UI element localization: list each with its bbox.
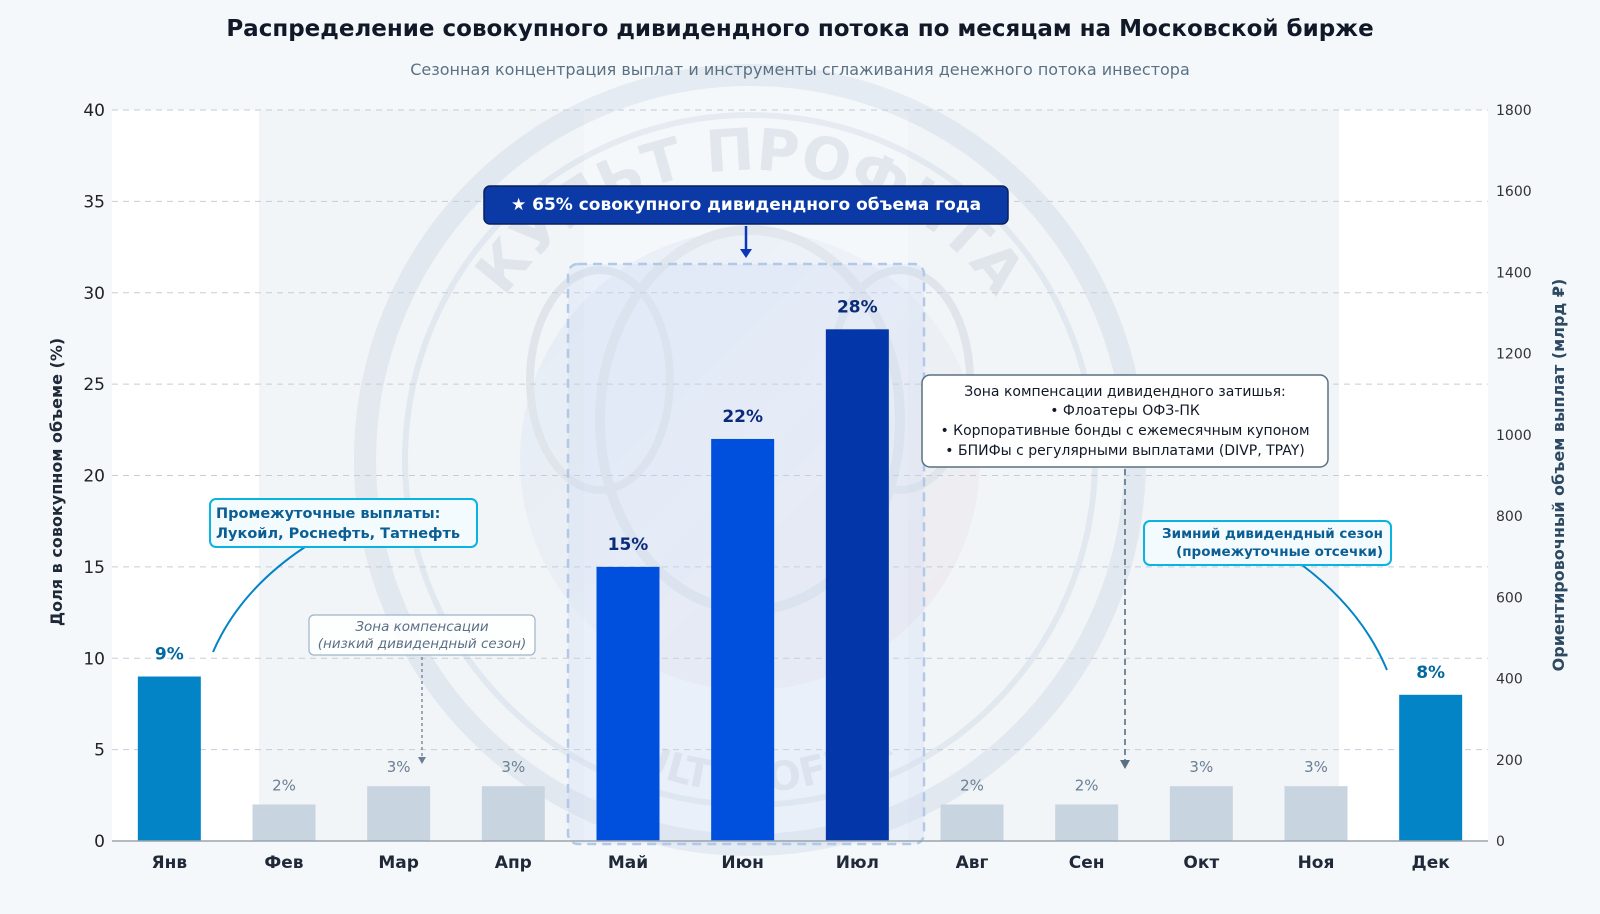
y-tick-label: 30 bbox=[83, 284, 105, 304]
lull-annotation: Зона компенсации дивидендного затишья: •… bbox=[921, 374, 1329, 769]
bar-Сен bbox=[1055, 804, 1119, 841]
chart-subtitle: Сезонная концентрация выплат и инструмен… bbox=[410, 60, 1190, 79]
bar-Июл bbox=[825, 329, 889, 841]
peak-annotation: ★ 65% совокупного дивидендного объема го… bbox=[483, 185, 1009, 258]
y2-tick-label: 1600 bbox=[1496, 184, 1532, 200]
bar-Июн bbox=[711, 438, 775, 841]
x-tick-label: Окт bbox=[1183, 853, 1219, 873]
x-tick-label: Янв bbox=[152, 853, 188, 873]
bar-Апр bbox=[481, 786, 545, 841]
compensation-line1: Зона компенсации bbox=[355, 619, 489, 635]
data-label: 15% bbox=[608, 535, 649, 555]
lull-line1: Зона компенсации дивидендного затишья: bbox=[964, 384, 1286, 400]
bar-Май bbox=[596, 566, 660, 841]
data-label: 2% bbox=[272, 776, 296, 794]
lull-line4: • БПИФы с регулярными выплатами (DIVP, T… bbox=[945, 443, 1304, 459]
bars bbox=[137, 329, 1463, 841]
y-axis-title: Доля в совокупном объеме (%) bbox=[47, 338, 66, 626]
bar-Фев bbox=[252, 804, 316, 841]
data-labels: 9% 2% 3% 3% 15% 22% 28% 2% 2% 3% 3% 8% bbox=[155, 297, 1445, 794]
data-label: 9% bbox=[155, 645, 184, 665]
compensation-line2: (низкий дивидендный сезон) bbox=[318, 636, 527, 652]
chart-title: Распределение совокупного дивидендного п… bbox=[226, 16, 1373, 42]
y2-tick-label: 400 bbox=[1496, 672, 1523, 688]
y-tick-label: 10 bbox=[83, 649, 105, 669]
winter-line1: Зимний дивидендный сезон bbox=[1162, 526, 1383, 542]
data-label: 3% bbox=[501, 758, 525, 776]
x-tick-label: Авг bbox=[956, 853, 989, 873]
data-label: 28% bbox=[837, 297, 878, 317]
y-tick-label: 15 bbox=[83, 558, 105, 578]
winter-annotation: Зимний дивидендный сезон (промежуточные … bbox=[1143, 520, 1392, 671]
y2-tick-label: 800 bbox=[1496, 509, 1523, 525]
arrow-down-icon bbox=[740, 249, 752, 258]
data-label: 3% bbox=[1304, 758, 1328, 776]
x-tick-label: Май bbox=[608, 853, 648, 873]
x-tick-label: Июн bbox=[721, 853, 764, 873]
bar-Мар bbox=[367, 786, 431, 841]
arrow-down-icon bbox=[418, 757, 426, 764]
bar-Дек bbox=[1399, 694, 1463, 841]
interim-annotation: Промежуточные выплаты: Лукойл, Роснефть,… bbox=[209, 498, 478, 653]
y2-tick-label: 1000 bbox=[1496, 428, 1532, 444]
peak-banner-text: ★ 65% совокупного дивидендного объема го… bbox=[511, 195, 981, 215]
y-tick-label: 5 bbox=[94, 741, 105, 761]
compensation-annotation: Зона компенсации (низкий дивидендный сез… bbox=[308, 614, 536, 764]
data-label: 3% bbox=[1189, 758, 1213, 776]
y2-tick-label: 600 bbox=[1496, 590, 1523, 606]
bar-Ноя bbox=[1284, 786, 1348, 841]
y-tick-label: 20 bbox=[83, 467, 105, 487]
winter-line2: (промежуточные отсечки) bbox=[1176, 544, 1383, 560]
x-tick-label: Дек bbox=[1412, 853, 1451, 873]
x-tick-label: Июл bbox=[836, 853, 879, 873]
x-tick-label: Ноя bbox=[1298, 853, 1335, 873]
arrow-down-icon bbox=[1120, 760, 1130, 769]
data-label: 2% bbox=[960, 776, 984, 794]
y2-tick-label: 1200 bbox=[1496, 347, 1532, 363]
x-tick-label: Сен bbox=[1069, 853, 1105, 873]
y2-tick-label: 1400 bbox=[1496, 265, 1532, 281]
y-axis-right: 0 200 400 600 800 1000 1200 1400 1600 1800 bbox=[1496, 103, 1532, 850]
y2-tick-label: 0 bbox=[1496, 834, 1505, 850]
bar-Авг bbox=[940, 804, 1004, 841]
y2-tick-label: 200 bbox=[1496, 753, 1523, 769]
x-axis-categories: Янв Фев Мар Апр Май Июн Июл Авг Сен Окт Ноя Дек bbox=[152, 853, 1451, 873]
y-tick-label: 25 bbox=[83, 375, 105, 395]
y-axis-left: 0 5 10 15 20 25 30 35 40 bbox=[83, 101, 105, 852]
lull-line3: • Корпоративные бонды с ежемесячным купо… bbox=[940, 423, 1309, 439]
y-tick-label: 35 bbox=[83, 192, 105, 212]
interim-line1: Промежуточные выплаты: bbox=[216, 506, 440, 522]
x-tick-label: Апр bbox=[495, 853, 532, 873]
x-tick-label: Мар bbox=[378, 853, 419, 873]
x-tick-label: Фев bbox=[264, 853, 303, 873]
data-label: 8% bbox=[1416, 663, 1445, 683]
y-tick-label: 0 bbox=[94, 832, 105, 852]
y2-axis-title: Ориентировочный объем выплат (млрд ₽) bbox=[1549, 279, 1568, 672]
bar-Окт bbox=[1169, 786, 1233, 841]
y-tick-label: 40 bbox=[83, 101, 105, 121]
bar-Янв bbox=[137, 676, 201, 841]
data-label: 2% bbox=[1075, 776, 1099, 794]
lull-line2: • Флоатеры ОФЗ-ПК bbox=[1050, 403, 1200, 419]
interim-line2: Лукойл, Роснефть, Татнефть bbox=[216, 526, 460, 542]
data-label: 3% bbox=[387, 758, 411, 776]
y2-tick-label: 1800 bbox=[1496, 103, 1532, 119]
data-label: 22% bbox=[722, 407, 763, 427]
